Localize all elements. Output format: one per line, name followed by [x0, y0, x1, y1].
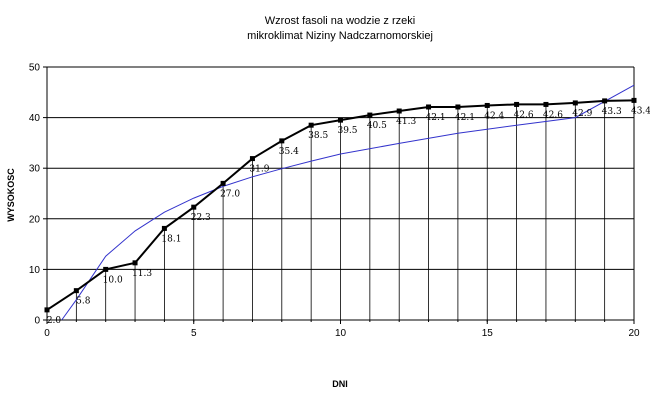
- trend-line: [61, 84, 635, 321]
- x-tick-label: 5: [191, 328, 197, 339]
- chart-title: Wzrost fasoli na wodzie z rzeki: [265, 15, 415, 27]
- data-label: 42.9: [572, 109, 592, 119]
- data-label: 42.1: [426, 113, 446, 123]
- data-point: [191, 204, 197, 210]
- data-point: [73, 288, 79, 294]
- data-point: [543, 101, 549, 107]
- data-label: 39.5: [337, 126, 357, 136]
- data-point: [44, 307, 50, 313]
- data-point: [396, 108, 402, 114]
- data-label: 43.4: [631, 106, 650, 116]
- y-tick-label: 10: [29, 265, 41, 276]
- data-point: [484, 102, 490, 108]
- data-point: [367, 112, 373, 118]
- y-tick-label: 20: [29, 214, 41, 225]
- data-point: [161, 225, 167, 231]
- y-tick-label: 50: [29, 63, 41, 74]
- data-label: 11.3: [132, 269, 152, 279]
- data-label: 18.1: [161, 234, 181, 244]
- data-label: 2.0: [47, 316, 62, 326]
- chart-subtitle: mikroklimat Niziny Nadczarnomorskiej: [247, 30, 433, 42]
- data-point: [132, 260, 138, 266]
- data-point: [249, 156, 255, 162]
- data-point: [220, 180, 226, 186]
- data-label: 42.6: [543, 110, 563, 120]
- x-tick-label: 10: [335, 328, 347, 339]
- data-label: 27.0: [220, 189, 240, 199]
- data-label: 5.8: [76, 297, 91, 307]
- data-point: [455, 104, 461, 110]
- data-point: [279, 138, 285, 144]
- data-label: 42.6: [514, 110, 534, 120]
- x-tick-label: 0: [44, 328, 50, 339]
- y-tick-label: 30: [29, 164, 41, 175]
- data-label: 35.4: [279, 147, 299, 157]
- data-point: [426, 104, 432, 110]
- data-label: 31.9: [249, 165, 269, 175]
- y-tick-label: 40: [29, 113, 41, 124]
- x-tick-label: 20: [628, 328, 640, 339]
- y-axis-label: WYSOKOSC: [6, 168, 16, 222]
- data-label: 43.3: [602, 107, 622, 117]
- data-label: 42.4: [484, 111, 504, 121]
- data-label: 41.3: [396, 117, 416, 127]
- x-tick-label: 15: [482, 328, 494, 339]
- data-label: 40.5: [367, 121, 387, 131]
- data-label: 38.5: [308, 131, 328, 141]
- data-point: [308, 122, 314, 128]
- data-point: [572, 100, 578, 106]
- data-point: [514, 101, 520, 107]
- data-label: 42.1: [455, 113, 475, 123]
- plot-area: 0 10 20 30 40 50 0 5 10 15 20 2.0 5.8 10.0 11.3 18.1 22.…: [29, 63, 650, 340]
- x-axis-label: DNI: [332, 379, 348, 389]
- data-point: [103, 266, 109, 272]
- data-point: [631, 97, 637, 103]
- data-point: [338, 117, 343, 123]
- data-label: 10.0: [103, 275, 123, 285]
- data-label: 22.3: [191, 213, 211, 223]
- y-tick-label: 0: [34, 316, 40, 327]
- data-point: [602, 98, 608, 104]
